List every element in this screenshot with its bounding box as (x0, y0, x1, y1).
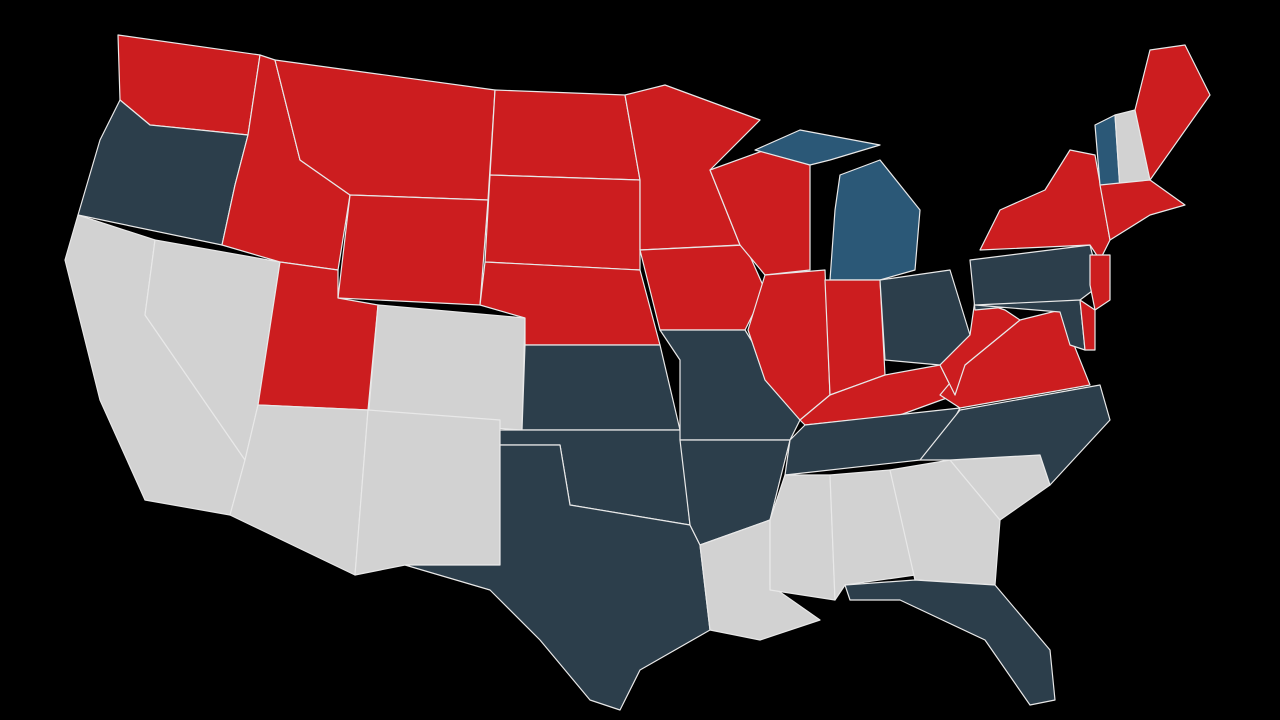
maine (1134, 44, 1211, 181)
michigan-upper (754, 129, 881, 166)
north-carolina (919, 384, 1111, 486)
arizona (229, 404, 369, 576)
north-dakota (489, 89, 641, 181)
new-mexico (354, 409, 501, 576)
pennsylvania (969, 244, 1101, 311)
texas (404, 444, 711, 711)
wyoming (337, 194, 489, 306)
alabama (829, 469, 916, 601)
states (64, 34, 1211, 711)
southern-new-england (1099, 179, 1186, 241)
maryland (974, 299, 1086, 351)
south-dakota (484, 174, 641, 271)
mississippi (769, 474, 836, 601)
west-virginia (939, 299, 1021, 396)
georgia (889, 459, 1001, 586)
iowa (639, 244, 766, 331)
new-york (979, 149, 1111, 261)
kansas (521, 344, 681, 431)
new-jersey (1089, 254, 1111, 311)
delaware (1079, 299, 1096, 351)
michigan-lower (829, 159, 921, 281)
florida (844, 579, 1056, 706)
